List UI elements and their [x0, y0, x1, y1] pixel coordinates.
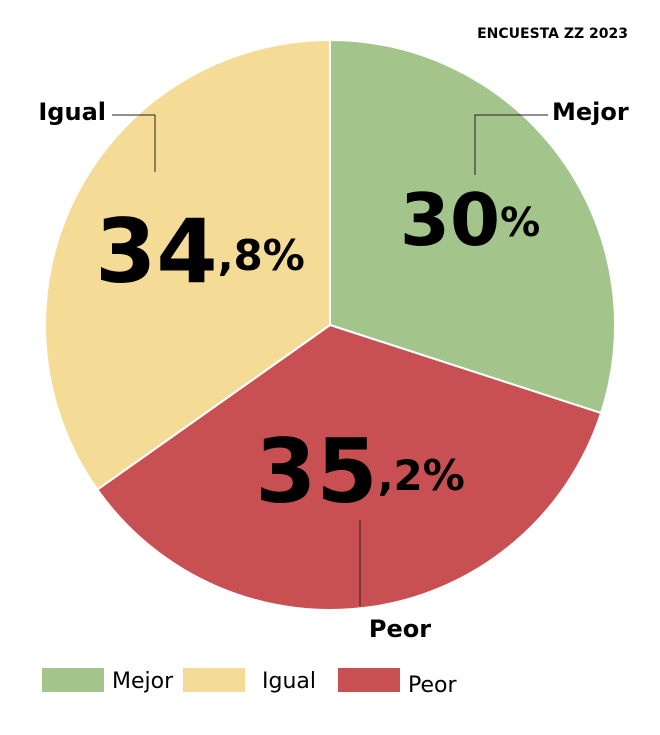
legend-swatch: [42, 668, 104, 692]
pie-slice: [329, 38, 616, 415]
category-label: Igual: [38, 98, 106, 126]
chart-title: ENCUESTA ZZ 2023: [477, 26, 628, 42]
category-label: Mejor: [552, 98, 629, 126]
legend-label: Peor: [408, 673, 457, 698]
leader-line: [474, 114, 548, 175]
category-label: Peor: [369, 615, 431, 643]
value-label: 34,8%: [95, 200, 305, 303]
pie-slice: [44, 38, 331, 492]
value-label: 30%: [400, 178, 540, 262]
legend-swatch: [338, 668, 400, 692]
pie-slice: [95, 323, 603, 611]
legend-swatch: [183, 668, 245, 692]
legend-label: Igual: [262, 669, 316, 694]
legend-label: Mejor: [112, 669, 174, 694]
leader-line: [112, 114, 156, 172]
value-label: 35,2%: [255, 420, 465, 523]
